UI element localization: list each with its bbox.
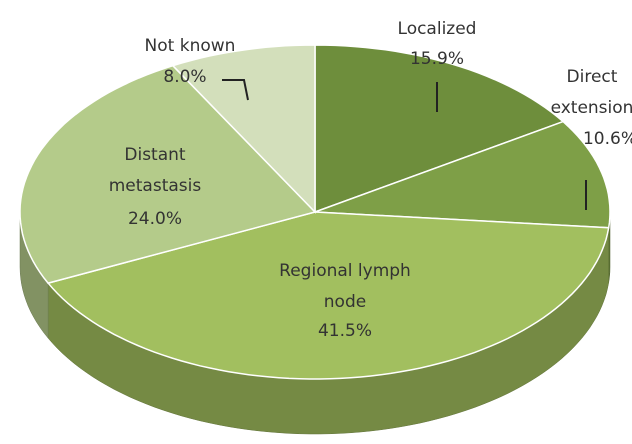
pie-slice: [314, 120, 611, 229]
slice-label: Regional lymph node: [279, 261, 411, 312]
slice-label: Localized: [397, 19, 477, 39]
pie-slice: [171, 44, 316, 214]
slice-value: 24.0%: [127, 209, 182, 229]
pie-slice: [46, 211, 610, 380]
slice-label: Not known: [144, 36, 236, 56]
slice-value: 41.5%: [317, 321, 372, 341]
pie-slice: [314, 44, 565, 214]
slice-value: 15.9%: [409, 49, 464, 69]
slice-value: 8.0%: [163, 67, 207, 87]
slice-label: Distant metastasis: [108, 145, 202, 196]
slice-value: 10.6%: [582, 129, 632, 149]
slice-label: Direct extension: [550, 67, 632, 118]
pie-slice: [19, 64, 317, 284]
leader-line: [222, 79, 249, 101]
pie-tops: [19, 44, 611, 380]
